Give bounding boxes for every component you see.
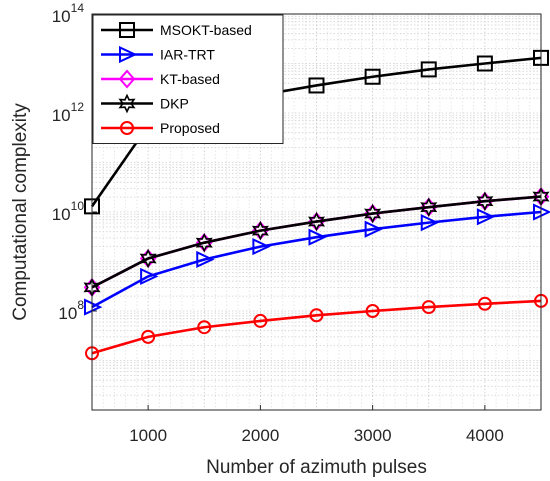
data-point — [309, 308, 324, 323]
legend-entry: DKP — [101, 93, 189, 114]
data-point — [253, 313, 268, 328]
legend-label: IAR-TRT — [160, 47, 215, 63]
x-tick-label: 2000 — [241, 426, 279, 445]
legend-entry: MSOKT-based — [101, 22, 252, 38]
data-point — [421, 300, 436, 315]
series-line — [91, 210, 542, 309]
legend-marker — [120, 121, 134, 135]
x-tick-label: 4000 — [466, 426, 504, 445]
data-point — [420, 197, 438, 218]
legend-entry: KT-based — [101, 69, 220, 89]
series-proposed — [85, 293, 548, 361]
y-tick-label: 108 — [58, 298, 84, 323]
data-point — [476, 55, 493, 72]
legend-label: DKP — [160, 96, 189, 112]
data-point — [476, 208, 496, 226]
data-point — [364, 203, 382, 224]
legend: MSOKT-based IAR-TRT KT-based DKP Proposed — [92, 14, 284, 144]
series-line — [91, 299, 542, 355]
data-point — [141, 329, 156, 344]
legend-marker — [119, 45, 138, 64]
data-point — [307, 211, 326, 232]
legend-label: KT-based — [160, 71, 220, 87]
legend-marker — [119, 22, 135, 38]
ticks: 1000 2000 3000 4000 108 1010 1012 1014 — [52, 1, 504, 445]
series-line — [91, 195, 542, 289]
data-point — [364, 220, 383, 238]
data-point — [308, 77, 325, 94]
data-point — [196, 250, 215, 269]
data-point — [195, 232, 213, 253]
y-tick-label: 1014 — [52, 1, 85, 26]
data-point — [477, 296, 492, 311]
legend-entry: Proposed — [101, 120, 220, 136]
legend-label: Proposed — [160, 120, 220, 136]
x-tick-label: 1000 — [129, 426, 167, 445]
data-point — [252, 238, 271, 256]
legend-entry: IAR-TRT — [101, 45, 215, 64]
data-point — [140, 267, 159, 285]
x-tick-label: 3000 — [354, 426, 392, 445]
data-point — [364, 68, 381, 85]
legend-marker — [118, 69, 136, 89]
y-axis-label: Computational complexity — [10, 103, 31, 321]
data-point — [420, 214, 440, 232]
data-point — [365, 304, 380, 318]
data-point — [139, 248, 157, 269]
data-point — [420, 61, 437, 78]
data-point — [197, 320, 212, 335]
y-tick-label: 1012 — [52, 100, 85, 125]
data-point — [476, 191, 494, 212]
data-point — [308, 228, 327, 246]
legend-label: MSOKT-based — [160, 22, 252, 38]
x-axis-label: Number of azimuth pulses — [206, 457, 427, 478]
legend-marker — [118, 93, 136, 114]
data-point — [251, 220, 269, 241]
y-tick-label: 1010 — [52, 199, 85, 224]
